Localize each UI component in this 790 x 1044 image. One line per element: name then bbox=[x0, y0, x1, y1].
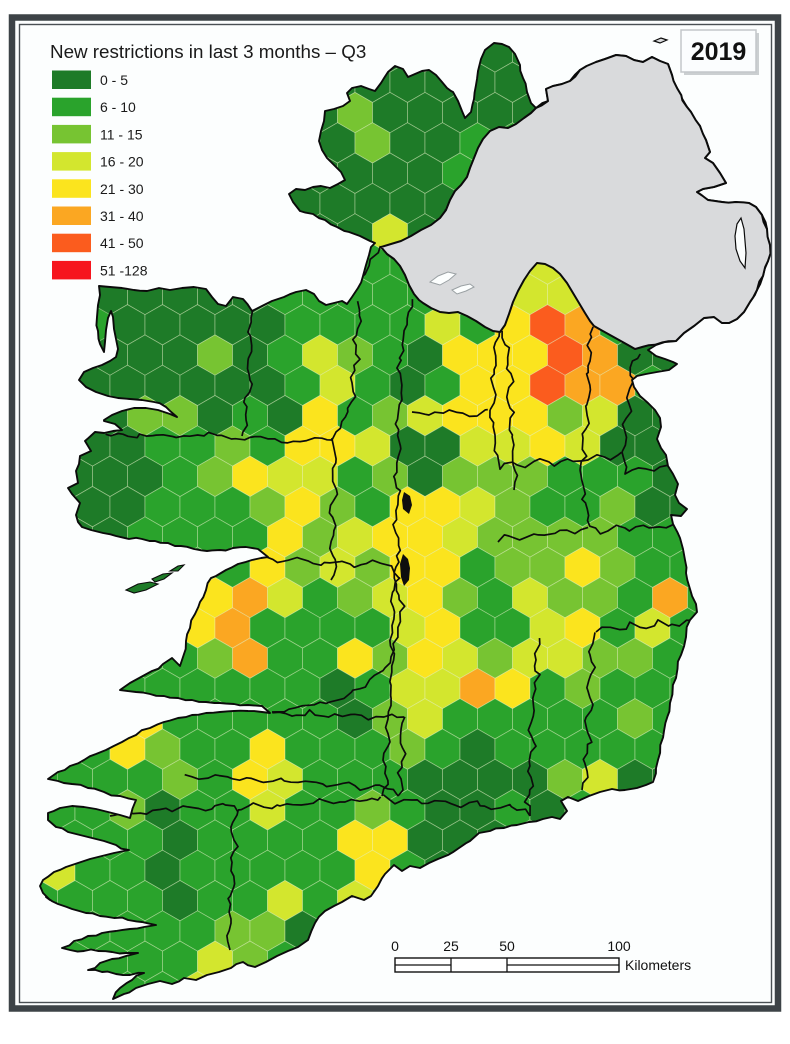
svg-text:51 -128: 51 -128 bbox=[100, 262, 148, 278]
svg-text:6 - 10: 6 - 10 bbox=[100, 99, 136, 115]
svg-text:Kilometers: Kilometers bbox=[625, 957, 691, 973]
svg-text:100: 100 bbox=[607, 938, 631, 954]
svg-text:41 - 50: 41 - 50 bbox=[100, 235, 144, 251]
svg-text:New restrictions in last 3 mon: New restrictions in last 3 months – Q3 bbox=[50, 41, 366, 62]
svg-text:16 - 20: 16 - 20 bbox=[100, 154, 144, 170]
svg-text:0: 0 bbox=[391, 938, 399, 954]
svg-text:25: 25 bbox=[443, 938, 459, 954]
svg-text:31 - 40: 31 - 40 bbox=[100, 208, 144, 224]
svg-text:2019: 2019 bbox=[691, 38, 747, 66]
svg-text:11 - 15: 11 - 15 bbox=[100, 126, 143, 142]
svg-text:21 - 30: 21 - 30 bbox=[100, 181, 144, 197]
svg-text:50: 50 bbox=[499, 938, 515, 954]
svg-text:0 - 5: 0 - 5 bbox=[100, 72, 128, 88]
